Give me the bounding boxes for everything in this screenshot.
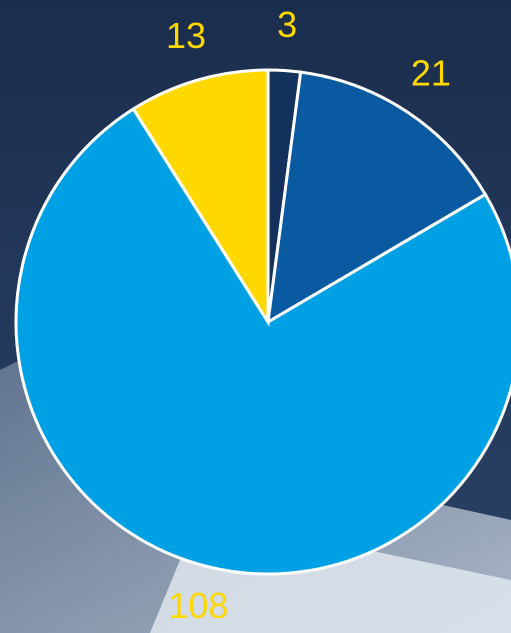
data-label: 3 [277,4,297,45]
data-label: 108 [168,585,228,626]
data-label: 13 [166,15,206,56]
chart: 3 21 108 13 [0,0,511,633]
data-label: 21 [411,53,451,94]
